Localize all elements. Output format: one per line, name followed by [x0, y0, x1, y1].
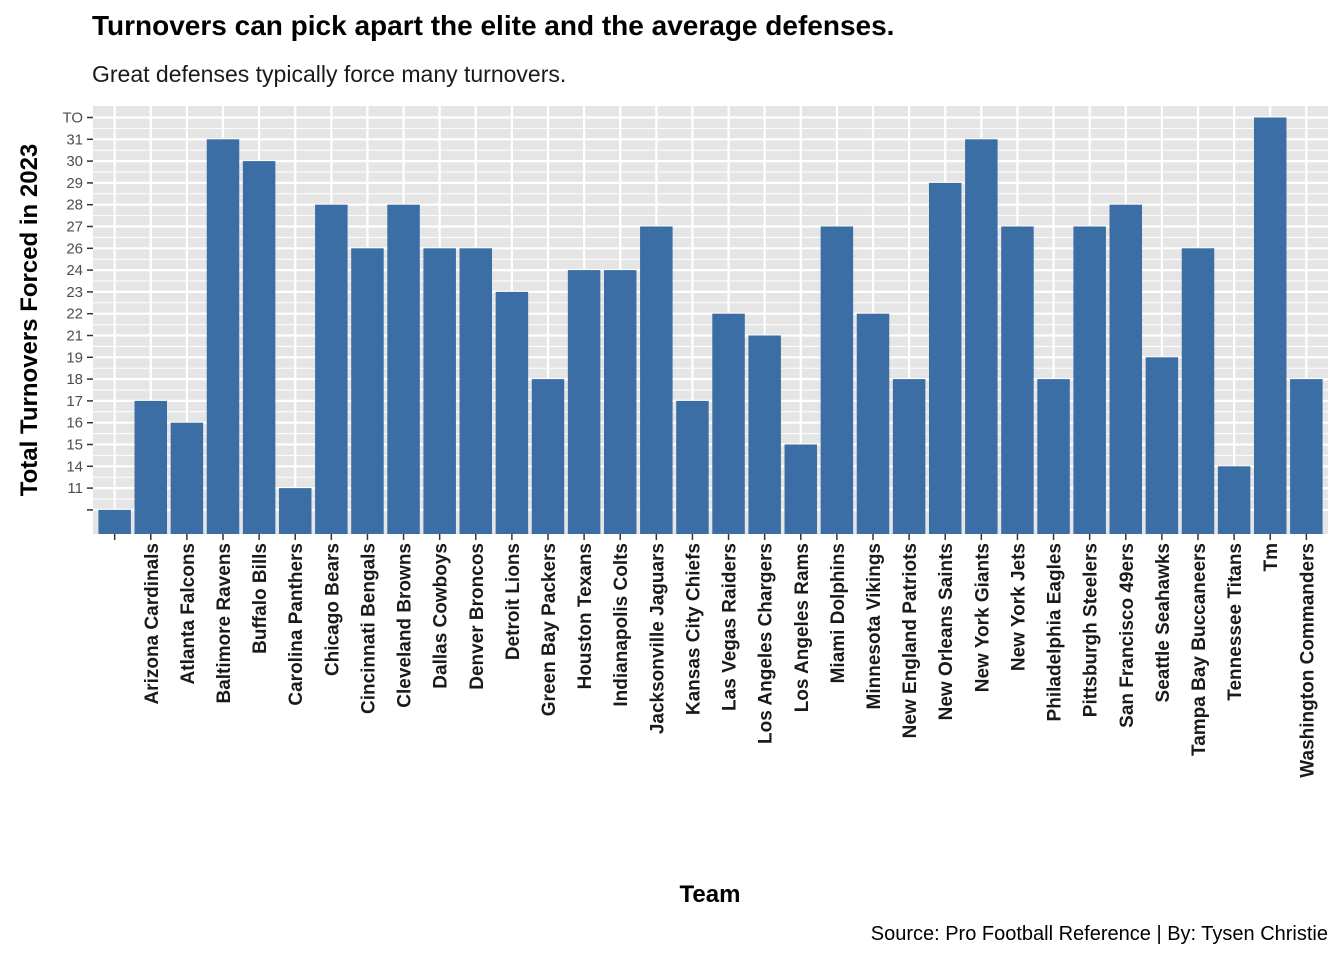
x-tick-label: Green Bay Packers [539, 543, 560, 716]
x-tick-label: Jacksonville Jaguars [647, 543, 668, 734]
bar [1290, 379, 1323, 534]
bar [315, 204, 348, 534]
x-tick-label: Pittsburgh Steelers [1081, 543, 1102, 717]
x-tick-label: Chicago Bears [322, 543, 343, 676]
bar [856, 313, 890, 534]
x-tick-label: Dallas Cowboys [431, 543, 452, 689]
x-tick-label: Las Vegas Raiders [720, 543, 741, 711]
y-tick-label: TO [62, 110, 83, 127]
x-tick-label: Tennessee Titans [1225, 543, 1246, 701]
x-tick-label: Washington Commanders [1297, 543, 1318, 778]
y-tick-label: 27 [66, 219, 83, 236]
bar [892, 379, 926, 534]
x-tick-label: Baltimore Ravens [214, 543, 235, 704]
bar [1217, 466, 1251, 534]
x-tick-label: Philadelphia Eagles [1045, 543, 1066, 721]
y-tick-label: 14 [66, 458, 83, 475]
x-axis-title: Team [680, 881, 741, 908]
y-tick-label: 26 [66, 240, 83, 257]
bar [567, 270, 601, 534]
bar [242, 161, 276, 534]
x-tick-label: Arizona Cardinals [142, 543, 163, 705]
bar [531, 379, 565, 534]
x-tick-label: New Orleans Saints [936, 543, 957, 720]
bar [206, 139, 240, 535]
bar [495, 291, 529, 534]
x-tick-label: New York Giants [972, 543, 993, 692]
y-tick-label: 22 [66, 306, 83, 323]
x-tick-label: San Francisco 49ers [1117, 543, 1138, 728]
x-tick-label: Los Angeles Rams [792, 543, 813, 712]
y-tick-label: 19 [66, 349, 83, 366]
x-tick-label: Minnesota Vikings [864, 543, 885, 709]
x-tick-label: Denver Broncos [467, 543, 488, 690]
bar [1037, 379, 1070, 534]
y-tick-label: 31 [66, 131, 83, 148]
x-tick-label: Buffalo Bills [250, 543, 271, 654]
y-tick-label: 18 [66, 371, 83, 388]
y-tick-label: 30 [66, 153, 83, 170]
y-tick-label: 16 [66, 415, 83, 432]
bar [98, 509, 131, 534]
chart-title: Turnovers can pick apart the elite and t… [92, 10, 895, 41]
bar [748, 335, 781, 534]
bar [1109, 204, 1143, 534]
x-tick-label: Atlanta Falcons [178, 543, 199, 684]
bar [1001, 226, 1034, 534]
x-axis: Arizona Cardinals Atlanta Falcons Baltimor… [113, 534, 1318, 778]
bar [459, 248, 493, 535]
x-tick-label: Carolina Panthers [286, 543, 307, 706]
x-tick-label: New England Patriots [900, 543, 921, 738]
x-tick-label: Indianapolis Colts [611, 543, 632, 707]
x-tick-label: Kansas City Chiefs [683, 543, 704, 715]
bar [1181, 248, 1215, 535]
y-tick-label: 29 [66, 175, 83, 192]
y-tick-label: 24 [66, 262, 83, 279]
bar [351, 248, 384, 535]
y-tick-label: 17 [66, 393, 83, 410]
bar [820, 226, 854, 534]
bar [423, 248, 456, 535]
x-tick-label: Tampa Bay Buccaneers [1189, 543, 1210, 756]
bar [928, 182, 962, 534]
bar [712, 313, 745, 534]
bar [1253, 117, 1287, 534]
x-tick-label: Seattle Seahawks [1153, 543, 1174, 702]
bar [1145, 357, 1179, 534]
y-axis-title: Total Turnovers Forced in 2023 [16, 144, 43, 497]
bar [640, 226, 673, 534]
x-tick-label: New York Jets [1008, 543, 1029, 671]
y-tick-label: 15 [66, 437, 83, 454]
bar [387, 204, 420, 534]
y-tick-label: 28 [66, 197, 83, 214]
y-tick-label: 23 [66, 284, 83, 301]
bar [784, 444, 818, 534]
bar [134, 400, 168, 534]
y-tick-label: 11 [67, 480, 83, 497]
chart-caption: Source: Pro Football Reference | By: Tys… [870, 923, 1328, 945]
bar [278, 488, 312, 534]
bar [603, 270, 637, 534]
x-tick-label: Detroit Lions [503, 543, 524, 660]
plot-panel [93, 106, 1328, 534]
y-tick-label: 21 [66, 328, 83, 345]
x-tick-label: Cincinnati Bengals [358, 543, 379, 714]
x-tick-label: Los Angeles Chargers [756, 543, 777, 744]
x-tick-label: Houston Texans [575, 543, 596, 689]
bar [170, 422, 204, 534]
bars [98, 117, 1323, 535]
bar [1073, 226, 1106, 534]
chart-subtitle: Great defenses typically force many turn… [92, 61, 567, 87]
bar [965, 139, 998, 535]
bar [676, 400, 709, 534]
x-tick-label: Tm [1261, 543, 1282, 572]
x-tick-label: Cleveland Browns [395, 543, 416, 708]
x-tick-label: Miami Dolphins [828, 543, 849, 683]
y-axis: 11 14 15 16 17 18 19 21 22 23 24 26 27 28 29 30 31 TO [62, 110, 93, 511]
